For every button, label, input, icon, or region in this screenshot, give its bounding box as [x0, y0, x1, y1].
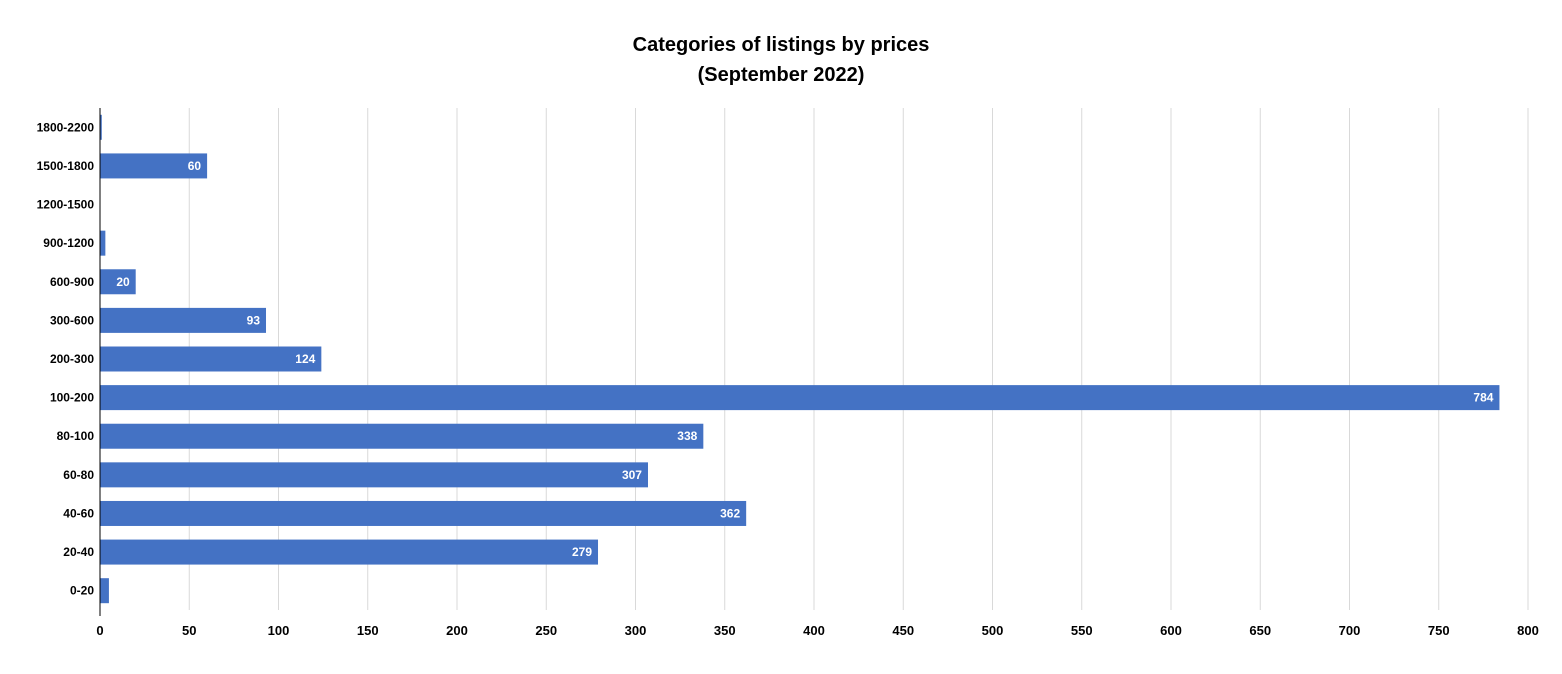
x-tick-label: 200 [446, 623, 468, 638]
bar [100, 500, 747, 526]
y-category-label: 40-60 [63, 506, 94, 520]
bar [100, 346, 322, 372]
data-label: 338 [677, 429, 697, 443]
data-label: 784 [1473, 391, 1493, 405]
data-label: 20 [116, 275, 130, 289]
data-label: 60 [188, 159, 202, 173]
bar [100, 307, 267, 333]
y-category-label: 60-80 [63, 468, 94, 482]
bar [100, 153, 208, 179]
bar [100, 539, 599, 565]
bar [100, 230, 106, 256]
x-tick-label: 0 [96, 623, 103, 638]
x-tick-label: 600 [1160, 623, 1182, 638]
x-tick-label: 100 [268, 623, 290, 638]
x-tick-label: 450 [892, 623, 914, 638]
x-tick-label: 400 [803, 623, 825, 638]
data-label: 307 [622, 468, 642, 482]
bar [100, 578, 109, 604]
y-category-label: 100-200 [50, 391, 94, 405]
y-category-label: 20-40 [63, 545, 94, 559]
x-tick-label: 350 [714, 623, 736, 638]
data-label: 124 [295, 352, 315, 366]
y-category-label: 300-600 [50, 313, 94, 327]
chart-subtitle: (September 2022) [697, 64, 865, 86]
x-tick-label: 500 [982, 623, 1004, 638]
y-category-label: 80-100 [57, 429, 95, 443]
x-tick-label: 550 [1071, 623, 1093, 638]
x-tick-label: 700 [1339, 623, 1361, 638]
bar [100, 269, 136, 295]
data-label: 93 [247, 313, 261, 327]
data-label: 362 [720, 506, 740, 520]
y-category-label: 1500-1800 [37, 159, 95, 173]
y-category-label: 600-900 [50, 275, 94, 289]
x-tick-label: 250 [535, 623, 557, 638]
x-tick-label: 300 [625, 623, 647, 638]
bar [100, 114, 102, 140]
y-category-label: 1200-1500 [37, 198, 95, 212]
y-category-label: 0-20 [70, 584, 94, 598]
y-category-label: 200-300 [50, 352, 94, 366]
bar [100, 423, 704, 449]
bar [100, 385, 1500, 411]
x-tick-label: 800 [1517, 623, 1539, 638]
x-tick-label: 650 [1249, 623, 1271, 638]
bar [100, 462, 648, 488]
chart-title: Categories of listings by prices [632, 34, 930, 56]
x-tick-label: 50 [182, 623, 196, 638]
y-category-label: 900-1200 [43, 236, 94, 250]
data-label: 279 [572, 545, 592, 559]
x-tick-label: 750 [1428, 623, 1450, 638]
x-tick-label: 150 [357, 623, 379, 638]
y-category-label: 1800-2200 [37, 120, 95, 134]
